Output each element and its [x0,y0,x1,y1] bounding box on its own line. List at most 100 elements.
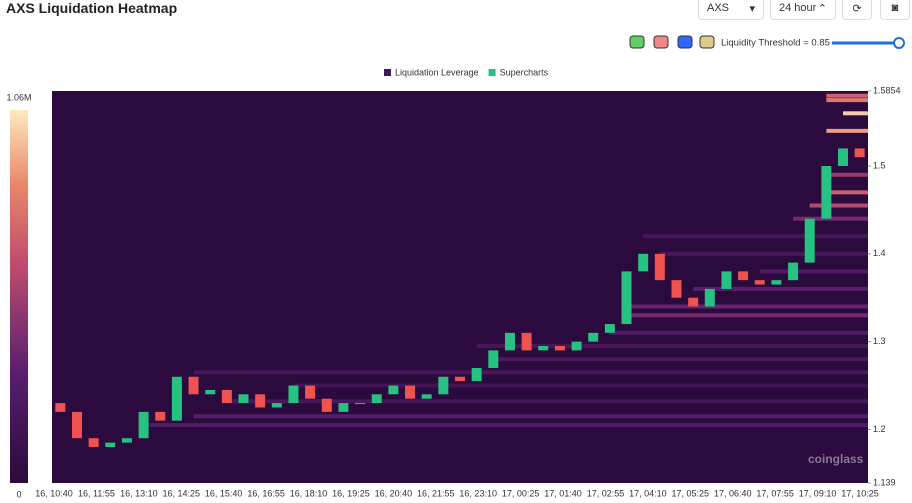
liquidation-level [626,313,868,318]
refresh-button[interactable]: ⟳ [842,0,872,20]
candle [688,297,699,307]
liquidation-level [293,383,869,388]
candle [238,394,249,404]
palette-4[interactable] [699,35,715,49]
symbol-select[interactable]: AXS ▾ [698,0,764,20]
range: 24 hour [779,2,817,14]
candle [704,288,715,307]
colorbar-label: 1.06M [6,92,31,102]
x-tick-label: 17, 04:10 [629,488,667,498]
candle [255,394,266,408]
legend-label: Liquidation Leverage [395,67,479,77]
y-tick-label: 1.139 [873,477,896,487]
colorbar [10,110,28,483]
x-tick-label: 16, 20:40 [375,488,413,498]
candle [388,385,399,395]
candle [654,253,665,281]
candle [538,346,549,351]
liquidation-level [626,304,868,309]
candle [854,148,865,158]
y-tick-label: 1.5854 [873,85,901,95]
candle [138,411,149,439]
candle [188,376,199,395]
camera-button[interactable]: ◙ [880,0,910,20]
y-tick-label: 1.4 [873,248,886,258]
liquidation-level [493,357,868,362]
x-tick-label: 16, 13:10 [120,488,158,498]
candle [621,271,632,325]
slider-thumb[interactable] [893,37,905,49]
candle [804,218,815,263]
watermark: coinglass [808,452,864,466]
liquidation-level [609,330,868,335]
candle [455,376,465,382]
x-tick-label: 16, 11:55 [78,488,115,498]
x-tick-label: 17, 01:40 [544,488,582,498]
candle [171,376,182,421]
candle [88,438,99,447]
candle [371,394,382,404]
liquidation-level [193,370,868,375]
candle [305,385,316,399]
range-select[interactable]: 24 hour ⌃ [770,0,836,20]
y-tick-label: 1.5 [873,160,886,170]
candle [105,442,116,447]
candle [338,403,349,412]
candle [554,346,565,351]
candle [155,411,166,421]
candle [588,332,599,342]
liquidation-level [826,172,868,177]
x-tick-label: 16, 15:40 [205,488,243,498]
candle [55,403,66,412]
candle [721,271,732,289]
palette-3[interactable] [677,35,693,49]
candle [821,165,832,219]
liquidation-level [826,98,868,103]
liquidation-level [693,286,868,291]
y-tick-label: 1.3 [873,336,886,346]
title: AXS Liquidation Heatmap [6,0,178,16]
x-tick-label: 17, 07:55 [756,488,794,498]
liquidation-level [759,269,868,274]
y-tick-label: 1.2 [873,424,886,434]
symbol: AXS [707,2,730,14]
candle [488,350,499,368]
x-tick-label: 17, 10:25 [841,488,879,498]
candle [71,411,82,439]
liquidation-level [826,93,868,98]
palette-1[interactable] [629,35,645,49]
liquidation-level [226,399,868,404]
colorbar-label: 0 [16,489,21,499]
liquidation-level [843,111,868,116]
candle [421,394,432,399]
liquidation-level [643,234,868,239]
candle [121,438,132,443]
x-tick-label: 16, 23:10 [459,488,497,498]
x-tick-label: 17, 02:55 [587,488,625,498]
candle [604,324,615,333]
candle [771,280,782,285]
x-tick-label: 16, 21:55 [417,488,455,498]
candle [405,385,416,399]
candle [271,403,282,408]
legend-swatch [384,69,391,76]
candle [471,367,482,382]
liquidation-level [826,190,868,195]
x-tick-label: 17, 06:40 [714,488,752,498]
legend-swatch [488,69,496,76]
palette-2[interactable] [653,35,669,49]
liquidation-level [826,128,868,133]
liquidation-level [809,203,868,208]
candle [221,389,232,404]
x-tick-label: 16, 16:55 [247,488,285,498]
x-tick-label: 16, 19:25 [332,488,370,498]
candle [788,262,799,281]
candle [504,332,515,351]
legend-label: Supercharts [500,67,549,77]
candle [838,148,849,166]
liquidation-level [193,414,868,419]
liquidation-level [476,344,868,349]
candle [571,341,582,351]
